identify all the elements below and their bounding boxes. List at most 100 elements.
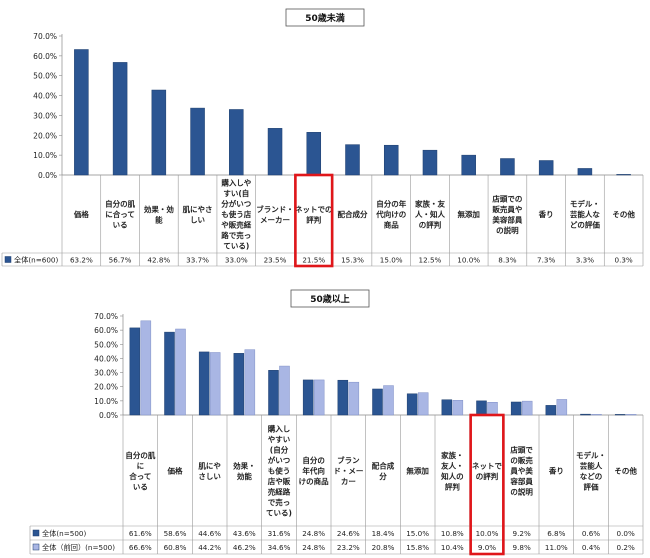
category-label: 香り	[548, 466, 564, 476]
data-label: 56.7%	[109, 256, 132, 265]
category-label: 合って	[129, 471, 151, 481]
category-label: 評判	[306, 214, 321, 224]
data-label: 43.6%	[233, 529, 256, 538]
y-tick-label: 70.0%	[33, 32, 57, 41]
category-label: ド・メー	[333, 467, 363, 476]
category-label: 店や販	[268, 476, 291, 486]
bar	[616, 174, 631, 176]
bar	[306, 132, 322, 176]
highlight-box	[294, 173, 334, 268]
category-label: 人・知人	[415, 209, 445, 219]
data-label: 0.3%	[615, 256, 633, 265]
bar	[112, 62, 128, 176]
category-label: どの評価	[570, 220, 600, 230]
bar	[244, 349, 256, 416]
bar	[383, 385, 394, 416]
data-label: 23.2%	[337, 543, 360, 552]
y-tick-label: 50.0%	[33, 72, 57, 81]
bar	[129, 327, 141, 416]
bar	[556, 399, 568, 416]
category-label: 無添加	[406, 466, 429, 476]
bar	[461, 154, 476, 176]
bar	[521, 400, 533, 416]
data-label: 15.0%	[406, 529, 429, 538]
bar	[198, 351, 210, 416]
bar	[614, 414, 626, 416]
data-label: 0.6%	[582, 529, 600, 538]
data-label: 7.3%	[537, 256, 555, 265]
category-label: 購入しや	[220, 178, 251, 188]
category-label: 家族・友	[415, 199, 445, 209]
bar	[591, 414, 602, 416]
data-label: 15.3%	[341, 256, 364, 265]
category-label: メーカー	[260, 215, 290, 224]
category-label: その他	[614, 466, 637, 476]
bar	[441, 399, 453, 416]
category-label: 年代向	[302, 466, 325, 476]
category-label: モデル・	[570, 199, 600, 209]
category-label: の販売	[510, 455, 533, 465]
category-label: がいつ	[268, 455, 291, 465]
category-label: 店頭で	[510, 445, 533, 455]
bar	[372, 388, 383, 416]
category-label: 芸能人	[580, 460, 603, 470]
legend-label: 全体（前回）(n=500)	[42, 543, 115, 552]
category-label: いる	[133, 482, 148, 491]
data-label: 6.8%	[547, 529, 565, 538]
legend-label: 全体(n=500)	[42, 529, 86, 538]
category-label: ネットで	[472, 461, 502, 470]
data-label: 10.0%	[476, 529, 499, 538]
bar	[406, 393, 418, 416]
data-label: 24.8%	[302, 529, 325, 538]
category-label: 商品	[384, 220, 399, 230]
bar	[577, 168, 593, 176]
category-label: 友人・	[440, 460, 464, 470]
bar	[140, 320, 152, 416]
bar	[175, 328, 186, 416]
category-label: しい	[190, 215, 205, 224]
legend-swatch	[4, 256, 12, 263]
category-label: 路で売っ	[221, 230, 251, 240]
bar	[267, 128, 283, 176]
data-label: 18.4%	[372, 529, 395, 538]
bar	[452, 400, 464, 416]
legend-swatch	[32, 543, 40, 551]
data-label: 21.5%	[302, 256, 325, 265]
category-label: も使う	[268, 466, 291, 476]
bar	[313, 379, 325, 416]
chart-title: 50歳以上	[310, 293, 350, 305]
y-tick-label: 20.0%	[33, 131, 57, 140]
data-label: 12.5%	[419, 256, 442, 265]
chart-title: 50歳未満	[305, 12, 345, 24]
data-label: 61.6%	[129, 529, 152, 538]
y-tick-label: 30.0%	[94, 369, 118, 378]
bar	[190, 107, 205, 176]
category-label: 配合成分	[338, 209, 368, 219]
bar	[476, 400, 487, 416]
data-label: 10.4%	[441, 543, 464, 552]
bar	[383, 144, 399, 176]
category-label: 代向けの	[375, 209, 406, 219]
data-label: 10.0%	[457, 256, 480, 265]
data-label: 33.0%	[225, 256, 248, 265]
data-label: 58.6%	[164, 529, 187, 538]
data-label: 60.8%	[164, 543, 187, 552]
category-label: 員や美	[510, 466, 533, 476]
data-label: 9.8%	[513, 543, 531, 552]
category-label: 無添加	[457, 209, 480, 219]
legend-swatch	[32, 529, 40, 537]
category-label: ている)	[266, 509, 292, 518]
category-label: 自分の肌	[105, 199, 135, 209]
data-label: 3.3%	[576, 256, 594, 265]
category-label: 評価	[584, 481, 599, 491]
data-label: 15.8%	[406, 543, 429, 552]
category-label: すい(自	[223, 188, 249, 198]
category-label: ている)	[223, 242, 249, 251]
category-label: ブランド・	[256, 204, 294, 214]
category-label: 効果・	[233, 460, 256, 470]
y-tick-label: 40.0%	[94, 354, 118, 363]
category-label: モデル・	[576, 450, 606, 460]
y-tick-label: 60.0%	[33, 52, 57, 61]
category-label: やすい	[268, 434, 291, 444]
